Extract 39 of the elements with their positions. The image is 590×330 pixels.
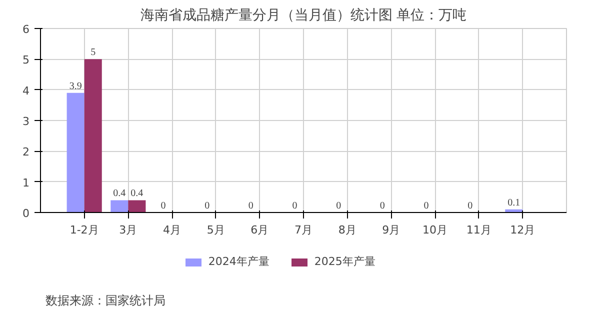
x-tick-label: 5月 bbox=[206, 224, 225, 236]
x-tick-label: 9月 bbox=[382, 224, 400, 236]
x-tick-label: 10月 bbox=[422, 224, 448, 236]
bar bbox=[66, 92, 84, 212]
y-tick-label: 5 bbox=[22, 54, 30, 67]
data-label: 0 bbox=[204, 200, 210, 212]
bar bbox=[128, 200, 146, 212]
x-tick-label: 4月 bbox=[163, 224, 181, 236]
x-tick-label: 7月 bbox=[294, 224, 312, 236]
x-tick-label: 11月 bbox=[466, 224, 492, 236]
data-label: 0 bbox=[468, 200, 473, 212]
data-label: 5 bbox=[90, 47, 96, 58]
data-label: 0 bbox=[292, 200, 298, 212]
y-tick-label: 1 bbox=[22, 176, 30, 190]
data-label: 0 bbox=[248, 200, 254, 212]
y-tick-label: 2 bbox=[22, 146, 30, 159]
data-label: 0.1 bbox=[508, 197, 520, 208]
x-tick-label: 6月 bbox=[250, 224, 269, 236]
data-label: 0 bbox=[424, 200, 429, 212]
chart-title: 海南省成品糖产量分月（当月值）统计图 单位：万吨 bbox=[140, 8, 467, 24]
legend-label: 2024年产量 bbox=[208, 254, 270, 269]
data-label: 0 bbox=[160, 200, 166, 212]
x-tick-label: 12月 bbox=[510, 224, 536, 236]
data-label: 0 bbox=[336, 200, 342, 212]
y-tick-label: 6 bbox=[22, 23, 30, 36]
bar bbox=[84, 59, 102, 212]
data-label: 0.4 bbox=[113, 188, 126, 200]
y-tick-label: 4 bbox=[22, 84, 30, 98]
x-tick-label: 3月 bbox=[119, 224, 138, 236]
y-tick-label: 0 bbox=[22, 207, 30, 220]
bar bbox=[110, 200, 128, 212]
data-label: 0.4 bbox=[130, 188, 144, 200]
x-tick-label: 8月 bbox=[338, 224, 356, 236]
data-label: 3.9 bbox=[69, 80, 82, 92]
legend-label: 2025年产量 bbox=[314, 254, 376, 269]
x-tick-label: 1-2月 bbox=[70, 224, 99, 236]
source-note: 数据来源：国家统计局 bbox=[46, 294, 166, 308]
y-tick-label: 3 bbox=[22, 115, 30, 128]
data-label: 0 bbox=[380, 200, 385, 212]
